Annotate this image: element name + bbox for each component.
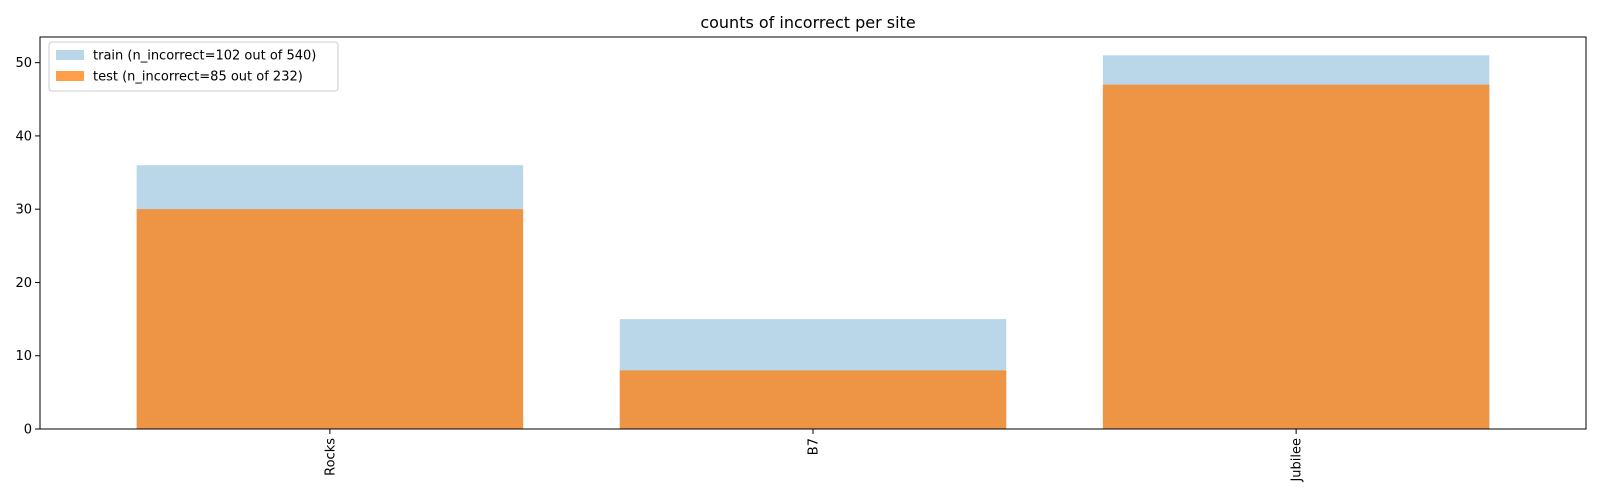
y-tick-label: 30 [15,203,32,218]
x-tick-label-b7: B7 [807,438,822,455]
legend: train (n_incorrect=102 out of 540) test (… [48,41,339,92]
legend-box [48,41,339,92]
legend-swatch-test [56,71,84,81]
axes-group: 0 10 20 30 40 50 Rocks B7 Jubilee [15,36,1587,483]
bar-test-jubilee [1102,84,1490,430]
legend-label-test: test (n_incorrect=85 out of 232) [93,70,303,85]
y-tick-label: 0 [24,423,32,438]
x-tick-label-rocks: Rocks [323,438,338,476]
y-tick-label: 10 [15,349,32,364]
bars-group [136,55,1490,430]
y-tick-label: 40 [15,129,32,144]
x-tick-label-jubilee: Jubilee [1290,438,1305,483]
bar-test-b7 [619,370,1007,429]
bar-test-rocks [136,209,524,429]
y-tick-label: 20 [15,276,32,291]
legend-swatch-train [56,50,84,60]
legend-label-train: train (n_incorrect=102 out of 540) [93,49,316,64]
y-tick-label: 50 [15,56,32,71]
chart-title: counts of incorrect per site [700,13,915,32]
